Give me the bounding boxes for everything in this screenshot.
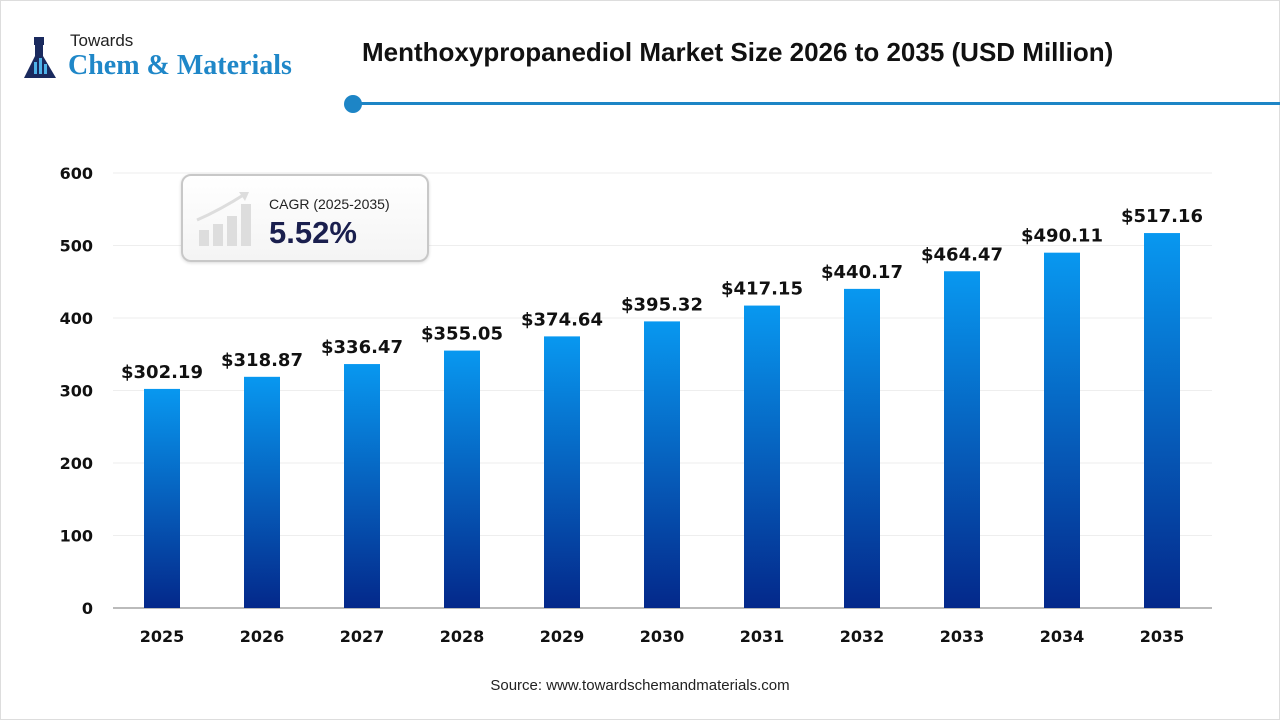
x-tick-label: 2033 xyxy=(940,627,985,646)
bar-2030 xyxy=(644,321,680,608)
growth-chart-icon xyxy=(196,192,251,246)
x-tick-label: 2029 xyxy=(540,627,585,646)
data-label: $336.47 xyxy=(321,337,403,358)
x-tick-label: 2026 xyxy=(240,627,285,646)
title-underline xyxy=(352,102,1280,105)
data-label: $464.47 xyxy=(921,244,1003,265)
y-tick-label: 400 xyxy=(60,309,93,328)
data-label: $517.16 xyxy=(1121,206,1203,227)
bar-2026 xyxy=(244,376,280,608)
data-label: $318.87 xyxy=(221,350,303,371)
data-label: $417.15 xyxy=(721,279,803,300)
x-tick-label: 2031 xyxy=(740,627,785,646)
bar-2035 xyxy=(1144,233,1180,608)
bar-2025 xyxy=(144,388,180,608)
x-tick-label: 2032 xyxy=(840,627,885,646)
y-tick-label: 300 xyxy=(60,382,93,401)
bar-2034 xyxy=(1044,252,1080,609)
logo: Towards Chem & Materials xyxy=(22,32,332,84)
x-tick-label: 2030 xyxy=(640,627,685,646)
logo-top-text: Towards xyxy=(70,31,134,50)
y-tick-label: 200 xyxy=(60,454,93,473)
cagr-value: 5.52% xyxy=(269,215,357,250)
data-label: $302.19 xyxy=(121,362,203,383)
data-label: $490.11 xyxy=(1021,226,1103,247)
bar-2028 xyxy=(444,350,480,608)
title-dot xyxy=(344,95,362,113)
x-tick-label: 2027 xyxy=(340,627,385,646)
x-tick-label: 2028 xyxy=(440,627,485,646)
x-tick-label: 2034 xyxy=(1040,627,1085,646)
source-text: Source: www.towardschemandmaterials.com xyxy=(490,677,790,694)
x-tick-label: 2035 xyxy=(1140,627,1185,646)
bar-2031 xyxy=(744,305,780,608)
data-label: $440.17 xyxy=(821,262,903,283)
x-tick-label: 2025 xyxy=(140,627,185,646)
bar-2032 xyxy=(844,288,880,608)
cagr-label: CAGR (2025-2035) xyxy=(269,196,390,212)
logo-main-text: Chem & Materials xyxy=(68,50,292,81)
y-tick-label: 500 xyxy=(60,237,93,256)
data-label: $355.05 xyxy=(421,324,503,345)
y-tick-label: 100 xyxy=(60,527,93,546)
data-label: $395.32 xyxy=(621,294,703,315)
bar-2029 xyxy=(544,336,580,608)
y-tick-label: 600 xyxy=(60,164,93,183)
bar-2027 xyxy=(344,364,380,608)
chart-title: Menthoxypropanediol Market Size 2026 to … xyxy=(362,37,1114,67)
bar-2033 xyxy=(944,271,980,608)
y-tick-label: 0 xyxy=(82,599,93,618)
data-label: $374.64 xyxy=(521,309,603,330)
flask-icon xyxy=(24,37,56,78)
cagr-box: CAGR (2025-2035) 5.52% xyxy=(181,174,429,262)
